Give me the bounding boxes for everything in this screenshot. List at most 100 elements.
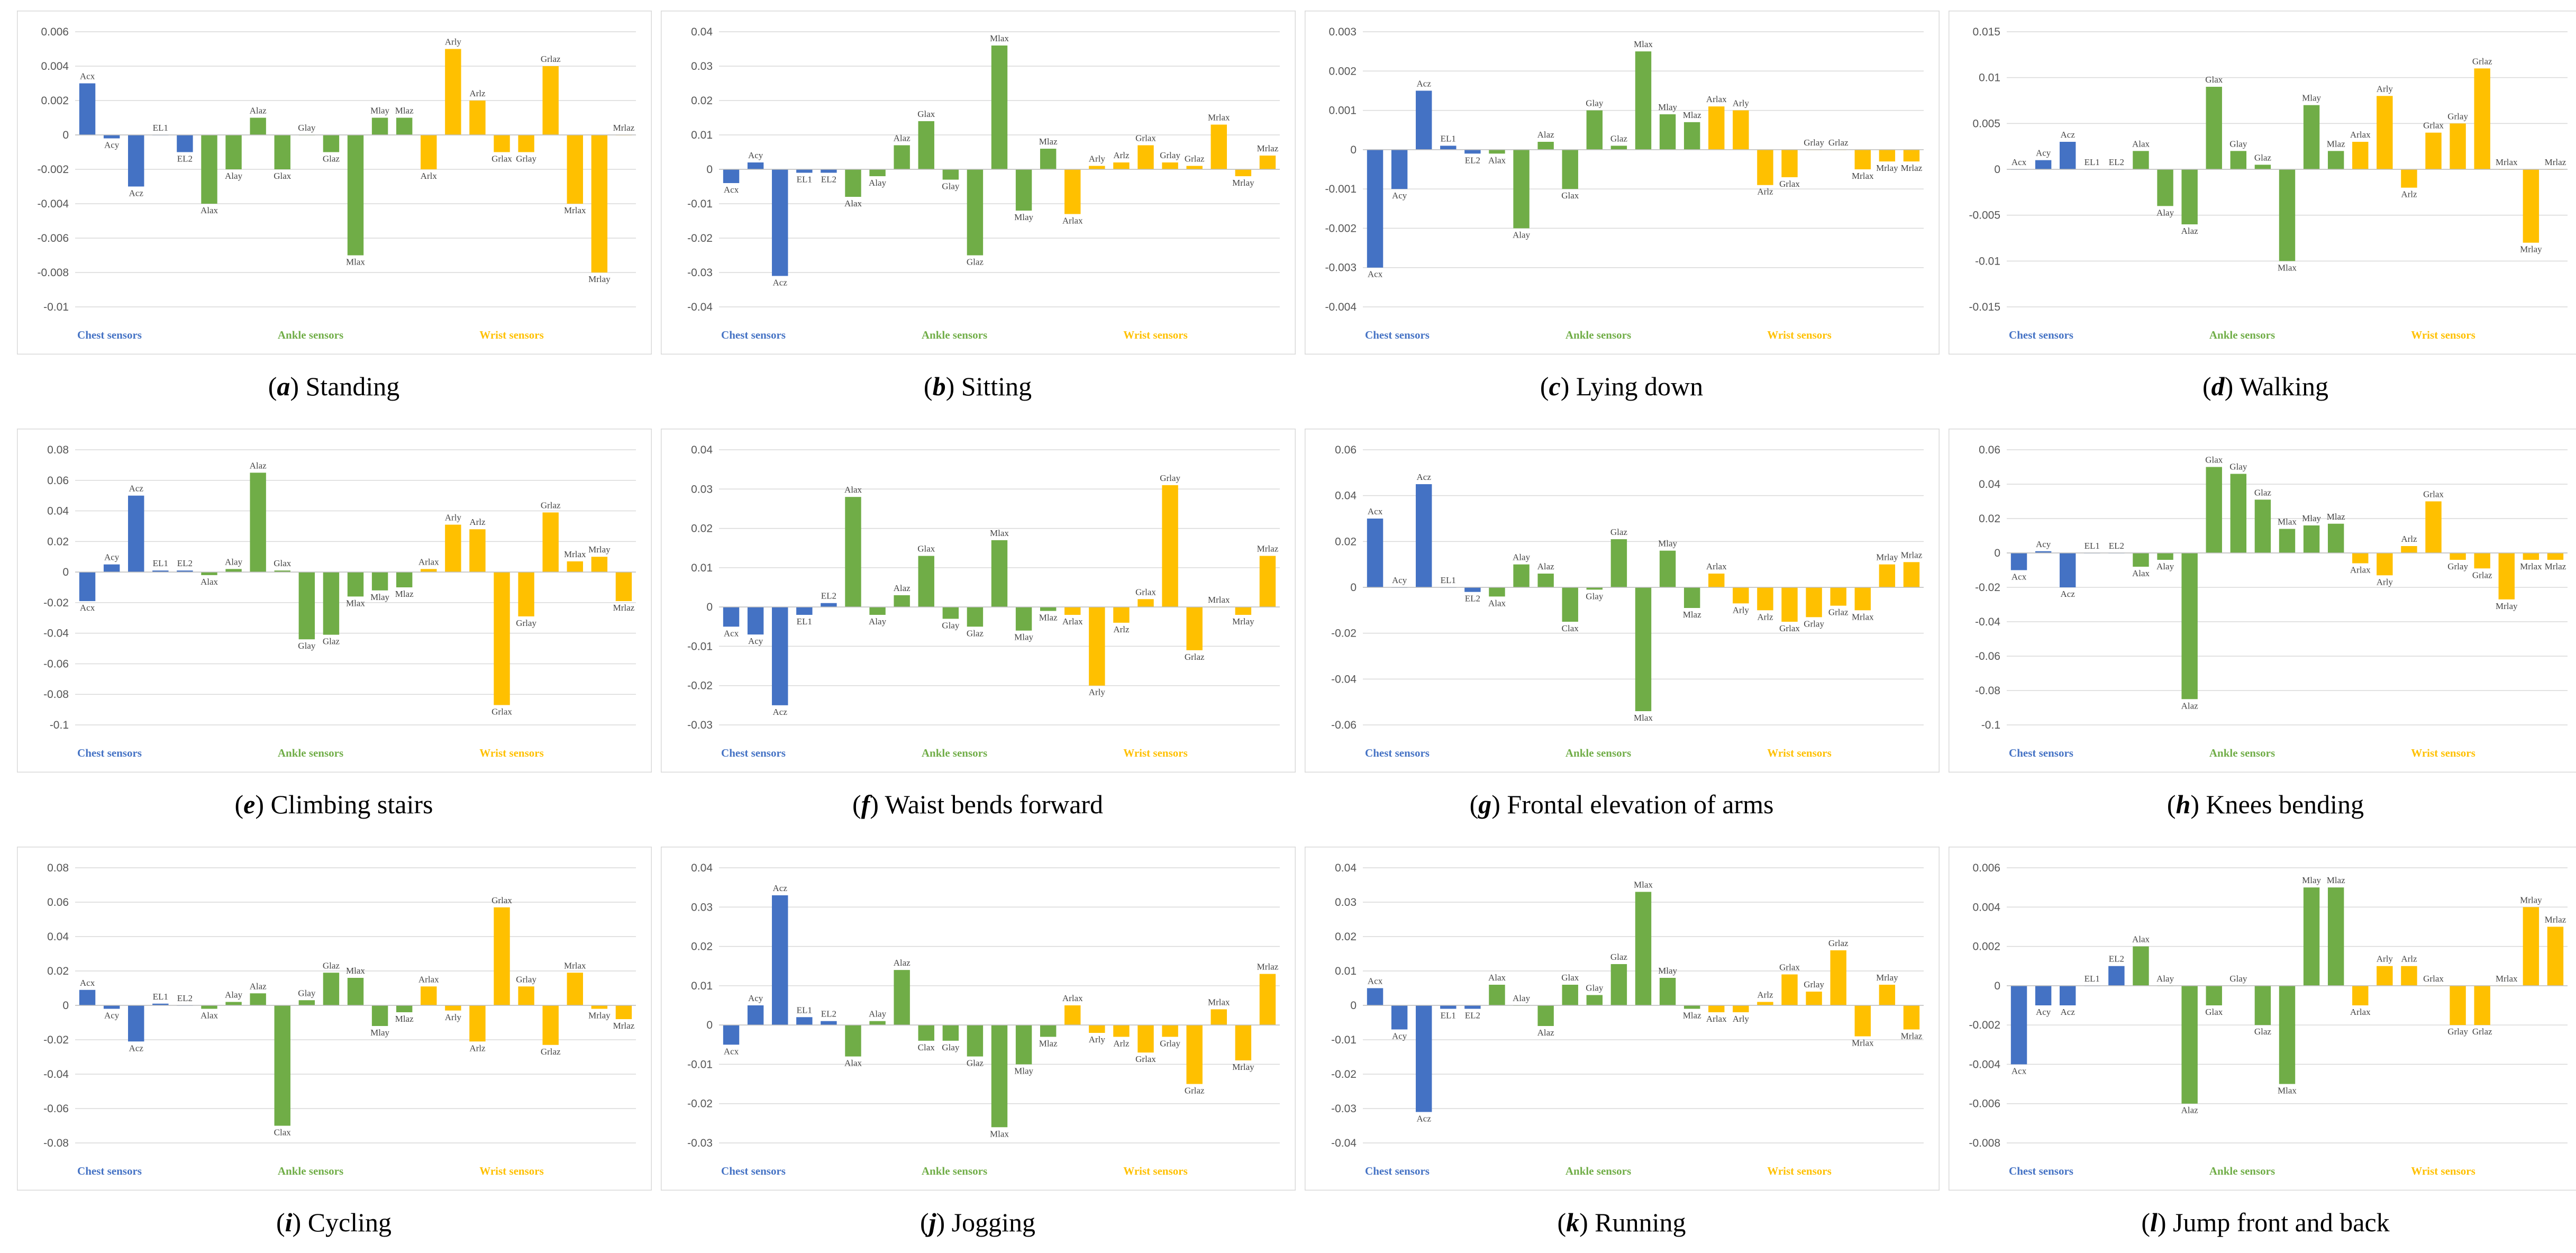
bar-Alax <box>201 135 217 204</box>
bar-label: Glax <box>274 558 292 568</box>
bar-Mlay <box>1660 114 1676 150</box>
bar-Grlax <box>1781 150 1797 177</box>
bar-label: Grlay <box>1804 138 1824 148</box>
bar-label: Grlax <box>2423 121 2444 131</box>
y-tick-label: -0.015 <box>1969 301 2000 313</box>
bar-label: Grlay <box>516 618 536 628</box>
bar-label: EL2 <box>1465 1011 1480 1021</box>
bar-label: Glax <box>1561 190 1579 201</box>
y-tick-label: -0.004 <box>1969 1058 2000 1070</box>
bar-Alay <box>1513 565 1529 587</box>
bar-label: EL1 <box>797 1005 812 1015</box>
bar-label: Alaz <box>250 460 267 470</box>
bar-label: Arly <box>1089 1034 1106 1045</box>
caption-letter: e <box>243 789 255 819</box>
bar-Acx <box>2011 553 2027 570</box>
y-tick-label: 0.08 <box>47 444 69 456</box>
bar-label: Mrlaz <box>2545 914 2566 924</box>
y-tick-label: 0.04 <box>691 862 713 874</box>
bar-Mrlax <box>1855 150 1871 169</box>
bar-label: Glax <box>917 109 935 119</box>
y-tick-label: -0.03 <box>687 267 713 279</box>
y-tick-label: -0.08 <box>43 688 69 701</box>
bar-Arlz <box>1757 1002 1773 1006</box>
bar-Grlax <box>2425 133 2441 169</box>
bar-label: Arly <box>1733 1014 1750 1024</box>
chest-sensors-label: Chest sensors <box>2009 329 2073 341</box>
bar-Glax <box>2206 467 2222 553</box>
bar-label: Grlay <box>516 974 536 984</box>
y-tick-label: 0.002 <box>1972 941 2000 953</box>
bar-label: EL1 <box>1441 1011 1456 1021</box>
bar-chart-c: -0.004-0.003-0.002-0.00100.0010.0020.003… <box>1305 11 1940 355</box>
y-tick-label: -0.04 <box>1331 673 1357 685</box>
bar-Alax <box>201 572 217 575</box>
y-tick-label: -0.01 <box>687 1058 713 1070</box>
bar-label: Alaz <box>2181 226 2199 236</box>
bar-Alax <box>845 169 861 197</box>
bar-label: Glay <box>298 123 316 133</box>
bar-Grlaz <box>1186 1025 1202 1084</box>
bar-Arlax <box>421 569 436 572</box>
bar-Arly <box>2377 553 2392 575</box>
bar-label: Acx <box>1368 269 1383 279</box>
bar-Acz <box>772 607 788 705</box>
bar-label: Mlaz <box>395 589 414 599</box>
caption-i: (i) Cycling <box>11 1206 657 1238</box>
bar-label: Mrlaz <box>1257 962 1279 972</box>
bar-label: Acx <box>2011 572 2027 582</box>
y-tick-label: -0.04 <box>687 301 713 313</box>
y-tick-label: -0.01 <box>43 301 69 313</box>
bar-label: Arlax <box>2350 565 2371 575</box>
bar-chart-j: -0.03-0.02-0.0100.010.020.030.04AcxAcyAc… <box>661 847 1296 1191</box>
wrist-sensors-label: Wrist sensors <box>1767 747 1832 759</box>
bar-label: Mrlay <box>1232 178 1254 188</box>
bar-label: EL1 <box>1441 133 1456 143</box>
wrist-sensors-label: Wrist sensors <box>2411 1165 2475 1177</box>
bar-label: Acx <box>1368 506 1383 516</box>
bar-label: EL1 <box>2085 974 2100 984</box>
bar-label: Arlz <box>1757 990 1773 1000</box>
bar-label: Mlaz <box>395 106 414 116</box>
y-tick-label: -0.04 <box>43 628 69 640</box>
bar-chart-i: -0.08-0.06-0.04-0.0200.020.040.060.08Acx… <box>17 847 652 1191</box>
caption-letter: g <box>1478 789 1491 819</box>
bar-label: Mlaz <box>395 1014 414 1024</box>
bar-label: Glay <box>298 641 316 651</box>
bar-label: Grlax <box>1779 963 1800 973</box>
bar-label: Acx <box>724 628 739 638</box>
caption-title: Standing <box>306 371 400 401</box>
bar-Glax <box>275 135 290 169</box>
bar-label: Grlax <box>2423 974 2444 984</box>
bar-label: Acz <box>1417 78 1432 88</box>
bar-Arlz <box>1113 607 1129 623</box>
bar-EL1 <box>796 169 812 173</box>
bar-Mrlay <box>1235 169 1251 176</box>
bar-label: Arlax <box>2350 1007 2371 1017</box>
y-tick-label: -0.01 <box>687 198 713 210</box>
y-tick-label: 0.005 <box>1972 117 2000 130</box>
bar-Alax <box>845 1025 861 1056</box>
bar-label: Mrlax <box>1852 1038 1874 1048</box>
bar-label: Arly <box>2377 577 2393 587</box>
bar-chart-b: -0.04-0.03-0.02-0.0100.010.020.030.04Acx… <box>661 11 1296 355</box>
bar-label: Glaz <box>1610 527 1628 537</box>
bar-Arly <box>1089 607 1105 686</box>
bar-label: Glax <box>2205 1007 2223 1017</box>
bar-label: Mrlax <box>564 549 586 559</box>
bar-Mlaz <box>396 1005 412 1012</box>
bar-Mlay <box>1660 978 1676 1005</box>
bar-label: Mlay <box>1658 102 1677 112</box>
bar-Alax <box>2133 553 2149 567</box>
bar-Mrlaz <box>1260 556 1276 607</box>
bar-chart-e: -0.1-0.08-0.06-0.04-0.0200.020.040.060.0… <box>17 429 652 773</box>
bar-label: Acx <box>80 71 95 81</box>
bar-Acz <box>2060 142 2076 169</box>
bar-Arlz <box>1757 150 1773 185</box>
bar-label: Mlax <box>2278 262 2297 273</box>
